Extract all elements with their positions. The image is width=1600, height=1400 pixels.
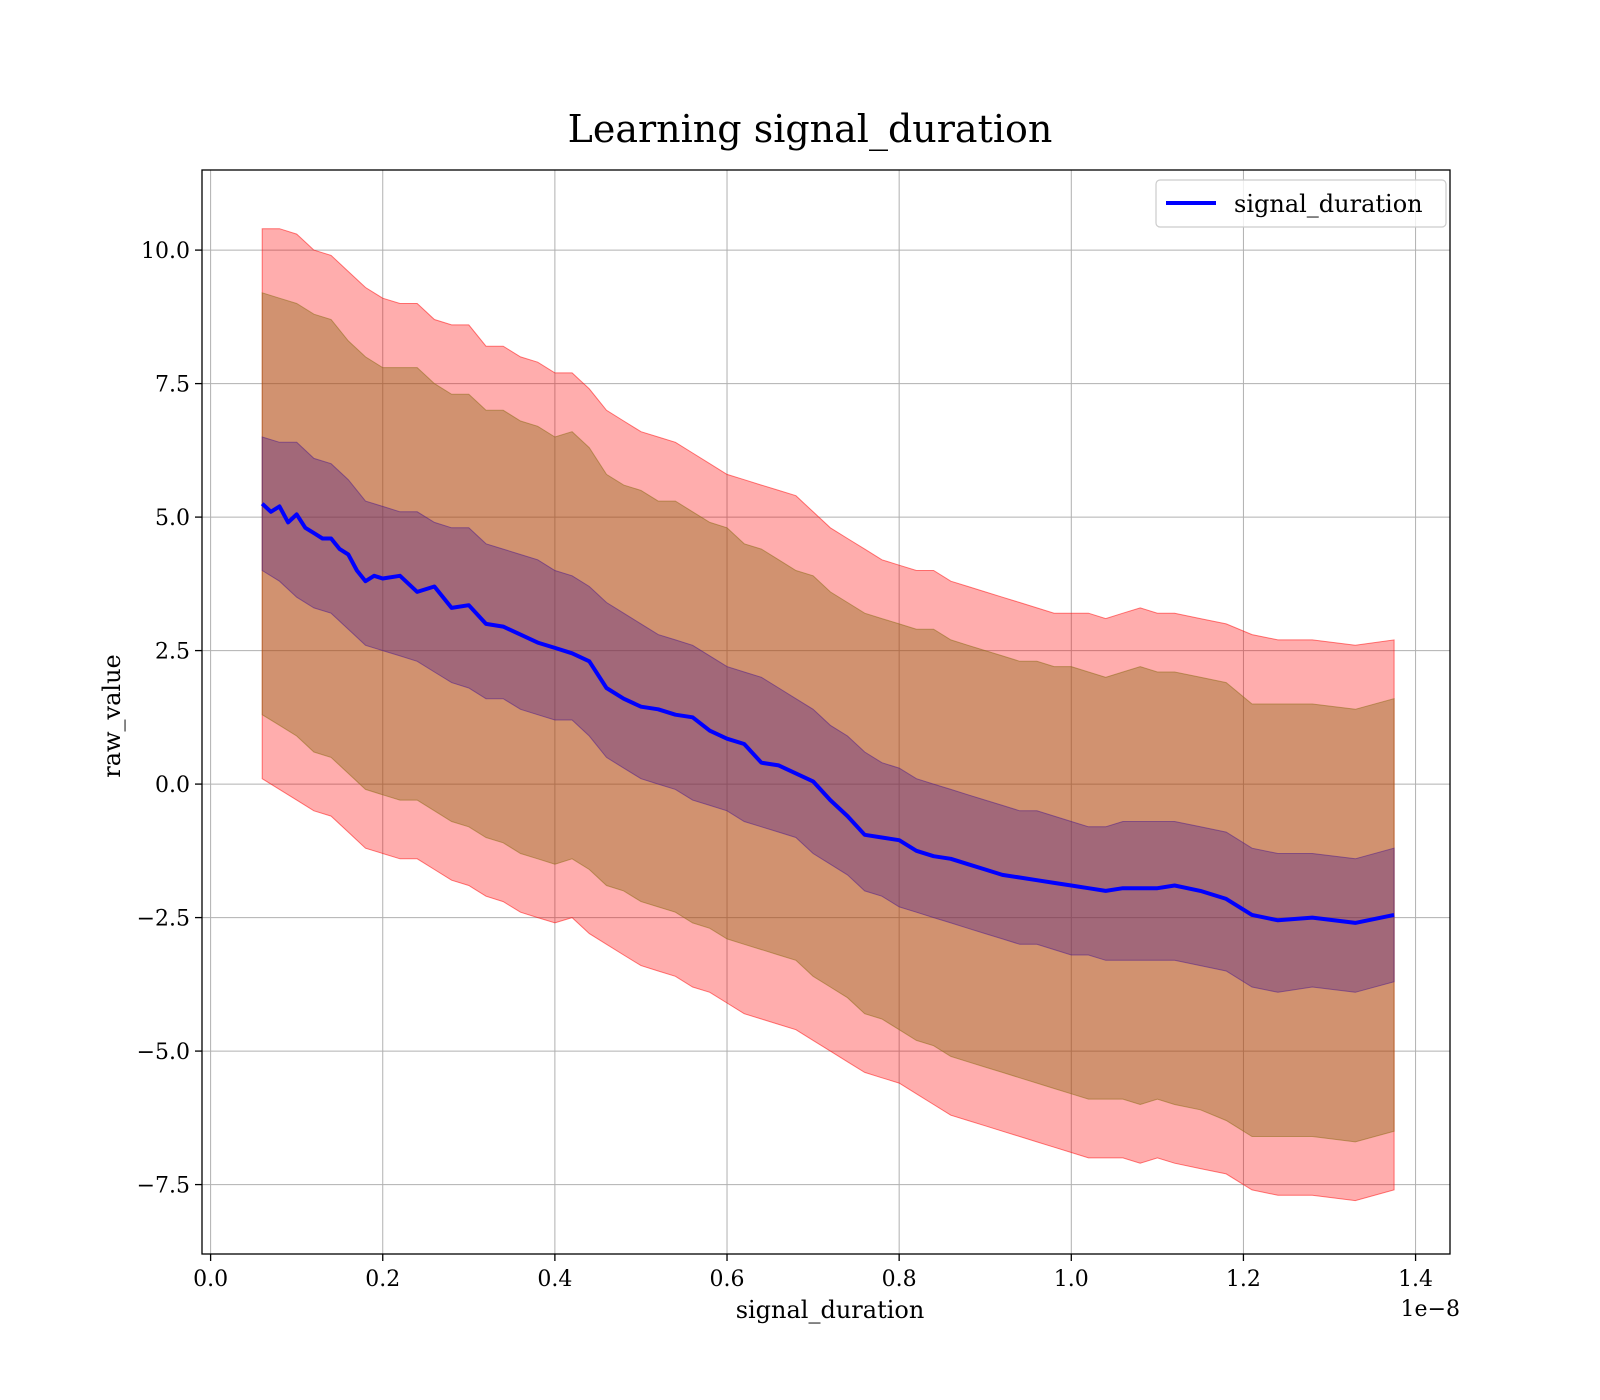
y-tick-label: 2.5 [155,640,190,665]
axes: 0.0 0.2 0.4 0.6 0.8 1.0 1.2 1.4 −7.5 −5.0 −2.5 0.0 2… [137,169,1451,1292]
y-tick-label: 10.0 [141,239,190,264]
y-tick-label: 0.0 [155,773,190,798]
legend-label: signal_duration [1234,190,1423,218]
band-middle [261,292,1395,1143]
chart-title: Learning signal_duration [568,107,1053,152]
x-tick-label: 1.2 [1226,1267,1261,1292]
series-line-signal_duration [260,502,1395,925]
x-tick-label: 1.4 [1398,1267,1433,1292]
x-axis-label: signal_duration [736,1296,925,1324]
x-tick-label: 0.0 [193,1267,228,1292]
band-outer [261,228,1395,1202]
plot-area [202,170,1450,1254]
legend: signal_duration [1155,179,1447,228]
x-axis-offset-label: 1e−8 [1401,1297,1460,1322]
x-tick-label: 0.4 [537,1267,572,1292]
x-tick-label: 1.0 [1054,1267,1089,1292]
y-axis-label: raw_value [98,654,126,778]
y-tick-label: 5.0 [155,506,190,531]
x-tick-label: 0.6 [710,1267,745,1292]
y-tick-label: −5.0 [137,1040,190,1065]
x-tick-label: 0.8 [882,1267,917,1292]
legend-box [1155,179,1447,228]
axes-frame [201,169,1451,1255]
y-tick-label: −2.5 [137,907,190,932]
x-tick-label: 0.2 [365,1267,400,1292]
y-tick-label: 7.5 [155,373,190,398]
y-tick-label: −7.5 [137,1174,190,1199]
band-inner [261,436,1395,993]
